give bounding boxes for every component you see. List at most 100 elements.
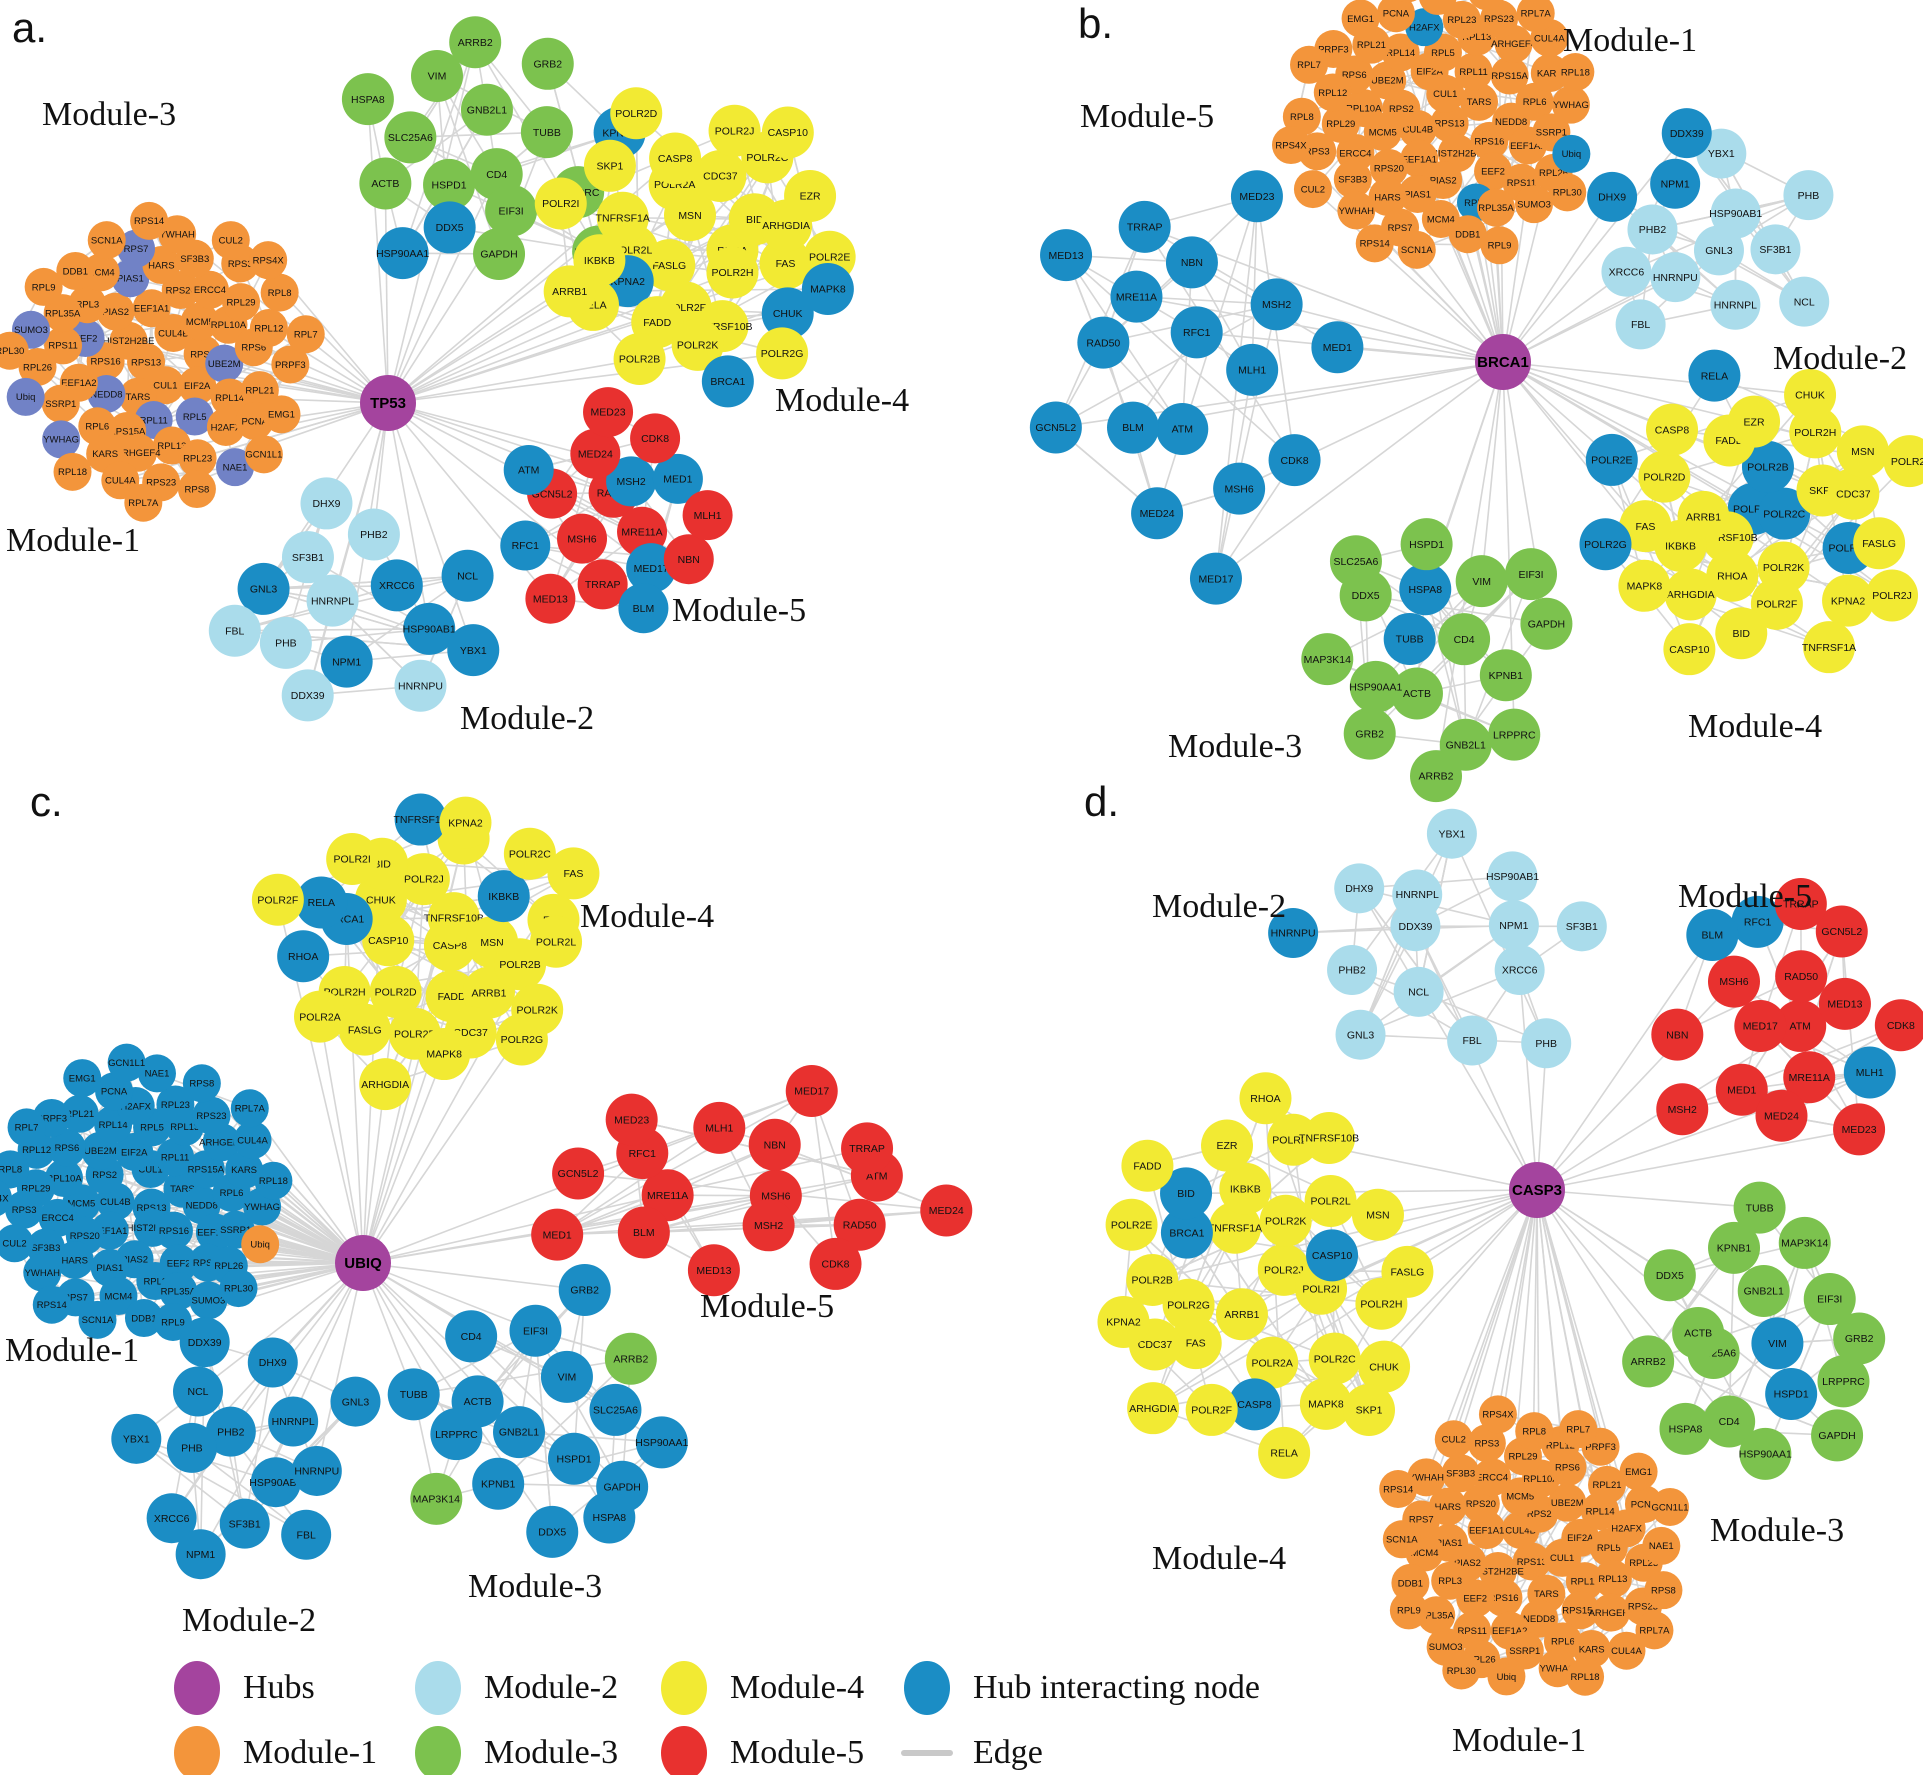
gene-node[interactable]: MRE11A (1110, 270, 1163, 323)
gene-node[interactable]: MSH2 (742, 1199, 795, 1252)
gene-node[interactable]: ACTB (1672, 1306, 1725, 1359)
gene-node[interactable]: RPL9 (1480, 226, 1519, 265)
gene-node[interactable]: MED1 (531, 1208, 584, 1261)
gene-node[interactable]: YBX1 (1426, 808, 1477, 859)
gene-node[interactable]: CDK8 (630, 413, 681, 464)
gene-node[interactable]: RFC1 (500, 520, 551, 571)
gene-node[interactable]: SF3B1 (281, 531, 334, 584)
gene-node[interactable]: TRRAP (841, 1122, 894, 1175)
gene-node[interactable]: RPL8 (1515, 1412, 1554, 1451)
gene-node[interactable]: HSPD1 (1765, 1367, 1818, 1420)
gene-node[interactable]: GAPDH (473, 227, 526, 280)
hub-node[interactable]: BRCA1 (1475, 334, 1531, 390)
gene-node[interactable]: HNRNPL (1710, 279, 1761, 330)
gene-node[interactable]: GRB2 (1833, 1312, 1886, 1365)
gene-node[interactable]: POLR2I (326, 833, 379, 886)
gene-node[interactable]: YBX1 (447, 624, 500, 677)
gene-node[interactable]: BID (1715, 607, 1768, 660)
gene-node[interactable]: GNL3 (1335, 1009, 1386, 1060)
gene-node[interactable]: HNRNPL (268, 1396, 319, 1447)
gene-node[interactable]: RFC1 (1170, 306, 1223, 359)
gene-node[interactable]: KPNB1 (1479, 649, 1532, 702)
gene-node[interactable]: TUBB (387, 1368, 440, 1421)
gene-node[interactable]: CD4 (1438, 613, 1491, 666)
gene-node[interactable]: MSH2 (1656, 1083, 1709, 1136)
gene-node[interactable]: HNRNPU (394, 659, 447, 712)
gene-node[interactable]: MED17 (1189, 552, 1242, 605)
gene-node[interactable]: RPL18 (1566, 1657, 1605, 1696)
gene-node[interactable]: ACTB (359, 157, 412, 210)
gene-node[interactable]: HSP90AA1 (635, 1416, 689, 1469)
gene-node[interactable]: NCL (1779, 276, 1830, 327)
gene-node[interactable]: BLM (618, 583, 669, 634)
gene-node[interactable]: VIM (1751, 1317, 1804, 1370)
gene-node[interactable]: LRPPRC (430, 1408, 483, 1461)
gene-node[interactable]: Ubiq (1487, 1657, 1526, 1696)
gene-node[interactable]: CASP8 (649, 132, 702, 185)
gene-node[interactable]: RPL7A (230, 1089, 269, 1128)
gene-node[interactable]: RELA (1258, 1426, 1311, 1479)
gene-node[interactable]: EZR (784, 169, 837, 222)
gene-node[interactable]: ARHGDIA (1664, 568, 1717, 621)
gene-node[interactable]: MED23 (605, 1093, 658, 1146)
gene-node[interactable]: RPL7 (7, 1108, 46, 1147)
gene-node[interactable]: FBL (208, 604, 261, 657)
gene-node[interactable]: HNRNPU (1650, 252, 1701, 303)
gene-node[interactable]: POLR2F (251, 873, 304, 926)
gene-node[interactable]: EIF3I (509, 1304, 562, 1357)
gene-node[interactable]: SSRP1 (41, 384, 80, 423)
gene-node[interactable]: KPNB1 (472, 1457, 525, 1510)
gene-node[interactable]: HSPA8 (341, 73, 394, 126)
gene-node[interactable]: MAP3K14 (410, 1472, 463, 1525)
gene-node[interactable]: GRB2 (1343, 707, 1396, 760)
gene-node[interactable]: MAP3K14 (1301, 633, 1354, 686)
gene-node[interactable]: XRCC6 (1601, 246, 1652, 297)
gene-node[interactable]: PHB (166, 1422, 217, 1473)
gene-node[interactable]: SF3B1 (219, 1498, 270, 1549)
gene-node[interactable]: XRCC6 (370, 559, 423, 612)
gene-node[interactable]: KPNA2 (1822, 574, 1875, 627)
gene-node[interactable]: MSN (1836, 425, 1889, 478)
gene-node[interactable]: YWHAH (23, 1253, 62, 1292)
gene-node[interactable]: RPS14 (1379, 1470, 1418, 1509)
gene-node[interactable]: Ubiq (1552, 134, 1591, 173)
gene-node[interactable]: CD4 (445, 1310, 498, 1363)
gene-node[interactable]: Ubiq (6, 377, 45, 416)
gene-node[interactable]: CUL2 (1293, 170, 1332, 209)
gene-node[interactable]: YBX1 (111, 1413, 162, 1464)
gene-node[interactable]: ARRB1 (543, 265, 596, 318)
gene-node[interactable]: NPM1 (175, 1529, 226, 1580)
gene-node[interactable]: ATM (503, 444, 554, 495)
gene-node[interactable]: TUBB (1733, 1181, 1786, 1234)
gene-node[interactable]: HSPD1 (1400, 518, 1453, 571)
gene-node[interactable]: RPL35A (1476, 188, 1515, 227)
gene-node[interactable]: NBN (1165, 236, 1218, 289)
gene-node[interactable]: RPL12 (249, 308, 288, 347)
gene-node[interactable]: PHB2 (1627, 204, 1678, 255)
gene-node[interactable]: PHB2 (347, 508, 400, 561)
gene-node[interactable]: BLM (1107, 401, 1160, 454)
hub-node[interactable]: TP53 (360, 375, 416, 431)
gene-node[interactable]: EZR (1728, 395, 1781, 448)
gene-node[interactable]: CASP10 (1663, 623, 1716, 676)
gene-node[interactable]: VIM (1455, 555, 1508, 608)
gene-node[interactable]: MED17 (785, 1065, 838, 1118)
gene-node[interactable]: ATM (1156, 403, 1209, 456)
gene-node[interactable]: GCN5L2 (1029, 401, 1082, 454)
gene-node[interactable]: KPNA2 (1097, 1295, 1150, 1348)
gene-node[interactable]: HSP90AB1 (1486, 851, 1539, 902)
gene-node[interactable]: RPS8 (177, 470, 216, 509)
gene-node[interactable]: GNB2L1 (1737, 1265, 1790, 1318)
gene-node[interactable]: MED24 (1755, 1089, 1808, 1142)
gene-node[interactable]: MAP3K14 (1778, 1216, 1831, 1269)
gene-node[interactable]: POLR2L (1304, 1174, 1357, 1227)
gene-node[interactable]: SF3B1 (1556, 901, 1607, 952)
gene-node[interactable]: RPL30 (1442, 1651, 1481, 1690)
gene-node[interactable]: CUL2 (0, 1224, 34, 1263)
gene-node[interactable]: GCN1L1 (107, 1043, 146, 1082)
gene-node[interactable]: RPL18 (254, 1161, 293, 1200)
gene-node[interactable]: KPNA2 (439, 796, 492, 849)
gene-node[interactable]: NPM1 (1650, 158, 1701, 209)
gene-node[interactable]: MSH6 (1707, 955, 1760, 1008)
gene-node[interactable]: DHX9 (300, 477, 353, 530)
